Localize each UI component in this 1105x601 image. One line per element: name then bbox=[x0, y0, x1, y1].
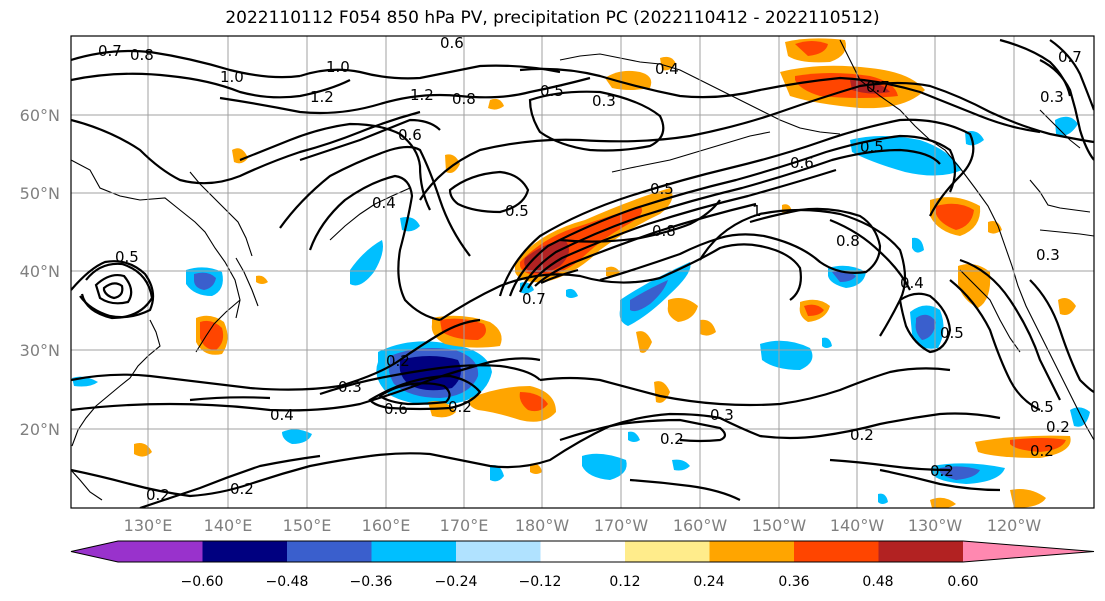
contour-label: 0.6 bbox=[790, 154, 814, 172]
colorbar-extend-min bbox=[71, 541, 118, 562]
lon-label: 150°E bbox=[283, 516, 332, 535]
contour-label: 0.4 bbox=[270, 406, 294, 424]
contour-label: 0.2 bbox=[146, 486, 170, 504]
contour-label: 1.0 bbox=[220, 68, 244, 86]
lon-label: 180°W bbox=[515, 516, 570, 535]
contour-labels: 0.7 0.8 1.0 1.0 1.2 1.2 0.6 0.8 0.4 0.3 … bbox=[98, 34, 1082, 504]
colorbar-tick-label: 0.60 bbox=[947, 574, 978, 590]
lon-label: 160°E bbox=[362, 516, 411, 535]
contour-label: 0.3 bbox=[1036, 246, 1060, 264]
contour-label: 0.7 bbox=[522, 290, 546, 308]
contour-label: 0.2 bbox=[448, 398, 472, 416]
contour-label: 0.2 bbox=[1046, 418, 1070, 436]
map-border bbox=[70, 35, 1095, 509]
contour-label: 0.6 bbox=[384, 400, 408, 418]
colorbar-outline bbox=[70, 540, 1095, 563]
lon-label: 170°E bbox=[440, 516, 489, 535]
contour-label: 0.5 bbox=[1030, 398, 1054, 416]
contour-label: 1.2 bbox=[410, 86, 434, 104]
map-frame bbox=[71, 36, 1094, 508]
colorbar-segment bbox=[202, 541, 287, 562]
colorbar-segment bbox=[878, 541, 963, 562]
lon-label: 130°E bbox=[124, 516, 173, 535]
lon-label: 170°W bbox=[594, 516, 649, 535]
contour-label: 0.5 bbox=[860, 138, 884, 156]
lat-label: 60°N bbox=[20, 106, 60, 125]
contour-label: 0.2 bbox=[850, 426, 874, 444]
pv-contours bbox=[71, 38, 1094, 508]
colorbar-extend-max bbox=[963, 541, 1094, 562]
contour-label: 0.8 bbox=[836, 232, 860, 250]
contour-label: 0.5 bbox=[650, 180, 674, 198]
colorbar-segment bbox=[371, 541, 456, 562]
colorbar-tick-label: 0.12 bbox=[609, 574, 640, 590]
contour-label: 1.2 bbox=[310, 88, 334, 106]
colorbar-segment bbox=[118, 541, 203, 562]
colorbar-tick-label: −0.24 bbox=[435, 574, 478, 590]
latitude-labels: 60°N 50°N 40°N 30°N 20°N bbox=[20, 106, 60, 439]
colorbar-tick-label: −0.12 bbox=[519, 574, 562, 590]
lat-label: 50°N bbox=[20, 184, 60, 203]
contour-label: 0.7 bbox=[98, 42, 122, 60]
contour-label: 0.5 bbox=[505, 202, 529, 220]
colorbar-tick-label: 0.24 bbox=[693, 574, 724, 590]
colorbar-tick-label: 0.36 bbox=[778, 574, 809, 590]
colorbar-segment bbox=[456, 541, 541, 562]
contour-label: 0.2 bbox=[930, 462, 954, 480]
colorbar-segment bbox=[540, 541, 625, 562]
lon-label: 140°W bbox=[830, 516, 885, 535]
contour-label: 0.3 bbox=[338, 378, 362, 396]
lat-label: 20°N bbox=[20, 420, 60, 439]
colorbar bbox=[70, 540, 1095, 563]
contour-label: 0.2 bbox=[660, 430, 684, 448]
contour-label: 0.4 bbox=[372, 194, 396, 212]
contour-label: 0.2 bbox=[1030, 442, 1054, 460]
lon-label: 150°W bbox=[752, 516, 807, 535]
colorbar-segment bbox=[625, 541, 710, 562]
contour-label: 0.5 bbox=[115, 248, 139, 266]
contour-label: 0.7 bbox=[866, 78, 890, 96]
colorbar-tick-labels: −0.60 −0.48 −0.36 −0.24 −0.12 0.12 0.24 … bbox=[181, 574, 979, 590]
colorbar-tick-label: −0.36 bbox=[350, 574, 393, 590]
contour-label: 0.8 bbox=[452, 90, 476, 108]
contour-label: 0.2 bbox=[230, 480, 254, 498]
contour-label: 0.7 bbox=[1058, 48, 1082, 66]
colorbar-tick-label: 0.48 bbox=[862, 574, 893, 590]
lat-label: 40°N bbox=[20, 262, 60, 281]
lat-label: 30°N bbox=[20, 341, 60, 360]
colorbar-segment bbox=[709, 541, 794, 562]
contour-label: 0.4 bbox=[655, 60, 679, 78]
contour-label: 1 bbox=[752, 202, 762, 220]
contour-label: 0.8 bbox=[130, 46, 154, 64]
contour-label: 0.4 bbox=[900, 274, 924, 292]
lon-label: 130°W bbox=[908, 516, 963, 535]
lon-label: 160°W bbox=[673, 516, 728, 535]
longitude-labels: 130°E 140°E 150°E 160°E 170°E 180°W 170°… bbox=[124, 516, 1042, 535]
map-title: 2022110112 F054 850 hPa PV, precipitatio… bbox=[225, 8, 880, 28]
contour-label: 0.3 bbox=[710, 406, 734, 424]
lon-label: 120°W bbox=[987, 516, 1042, 535]
lon-label: 140°E bbox=[204, 516, 253, 535]
contour-label: 0.3 bbox=[1040, 88, 1064, 106]
contour-label: 0.8 bbox=[652, 222, 676, 240]
colorbar-tick-label: −0.60 bbox=[181, 574, 224, 590]
colorbar-tick-label: −0.48 bbox=[266, 574, 309, 590]
colorbar-segment bbox=[287, 541, 372, 562]
contour-label: 0.6 bbox=[398, 126, 422, 144]
contour-label: 0.2 bbox=[386, 352, 410, 370]
contour-label: 0.5 bbox=[940, 324, 964, 342]
contour-label: 0.3 bbox=[592, 92, 616, 110]
contour-label: 1.0 bbox=[326, 58, 350, 76]
contour-label: 0.6 bbox=[440, 34, 464, 52]
colorbar-segment bbox=[794, 541, 879, 562]
contour-label: 0.5 bbox=[540, 82, 564, 100]
